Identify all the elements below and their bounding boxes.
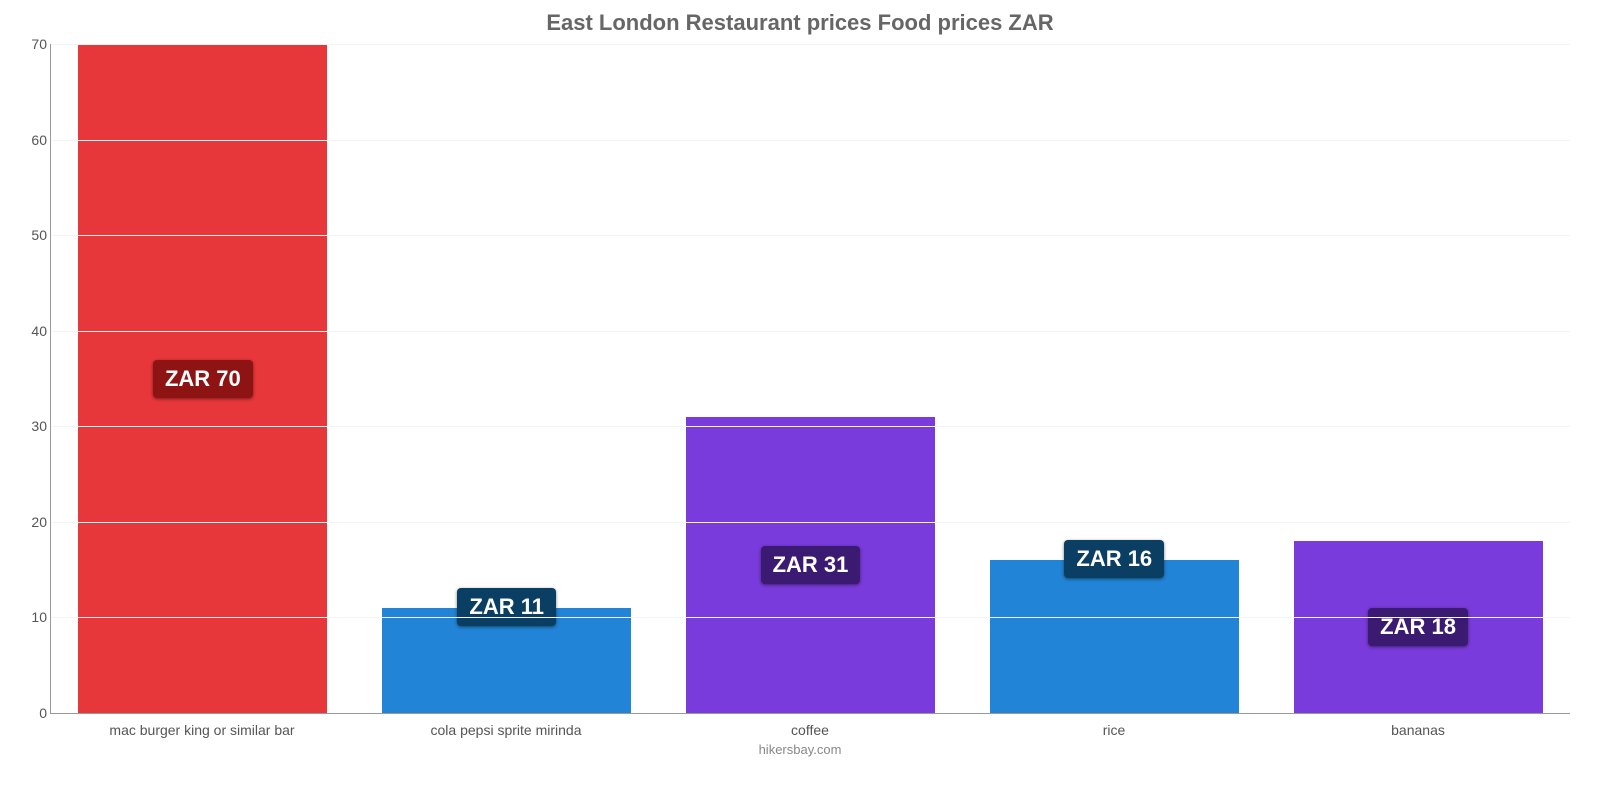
value-badge: ZAR 11 xyxy=(457,588,556,626)
bar: ZAR 16 xyxy=(990,560,1239,713)
xtick-label: bananas xyxy=(1266,714,1570,738)
xtick-label: mac burger king or similar bar xyxy=(50,714,354,738)
chart-title: East London Restaurant prices Food price… xyxy=(30,10,1570,36)
ytick-label: 30 xyxy=(23,418,47,434)
bar: ZAR 11 xyxy=(382,608,631,713)
gridline xyxy=(51,522,1570,523)
x-axis-labels: mac burger king or similar barcola pepsi… xyxy=(50,714,1570,738)
gridline xyxy=(51,617,1570,618)
gridline xyxy=(51,140,1570,141)
gridline xyxy=(51,426,1570,427)
chart-container: East London Restaurant prices Food price… xyxy=(0,0,1600,800)
xtick-label: coffee xyxy=(658,714,962,738)
bar: ZAR 31 xyxy=(686,417,935,713)
bars-layer: ZAR 70 ZAR 11 ZAR 31 ZAR 16 ZAR 18 xyxy=(51,44,1570,713)
attribution-text: hikersbay.com xyxy=(30,742,1570,757)
ytick-label: 60 xyxy=(23,132,47,148)
ytick-label: 10 xyxy=(23,609,47,625)
bar-slot: ZAR 31 xyxy=(659,44,963,713)
gridline xyxy=(51,44,1570,45)
value-badge: ZAR 18 xyxy=(1368,608,1468,646)
ytick-label: 40 xyxy=(23,323,47,339)
xtick-label: cola pepsi sprite mirinda xyxy=(354,714,658,738)
gridline xyxy=(51,235,1570,236)
bar-slot: ZAR 16 xyxy=(962,44,1266,713)
gridline xyxy=(51,331,1570,332)
xtick-label: rice xyxy=(962,714,1266,738)
bar: ZAR 18 xyxy=(1294,541,1543,713)
bar-slot: ZAR 11 xyxy=(355,44,659,713)
value-badge: ZAR 70 xyxy=(153,360,253,398)
bar: ZAR 70 xyxy=(78,44,327,713)
ytick-label: 20 xyxy=(23,514,47,530)
bar-slot: ZAR 18 xyxy=(1266,44,1570,713)
plot-area: ZAR 70ZAR 11ZAR 31ZAR 16ZAR 18 010203040… xyxy=(50,44,1570,714)
ytick-label: 0 xyxy=(23,705,47,721)
ytick-label: 50 xyxy=(23,227,47,243)
value-badge: ZAR 31 xyxy=(761,546,861,584)
bar-slot: ZAR 70 xyxy=(51,44,355,713)
value-badge: ZAR 16 xyxy=(1064,540,1164,578)
ytick-label: 70 xyxy=(23,36,47,52)
